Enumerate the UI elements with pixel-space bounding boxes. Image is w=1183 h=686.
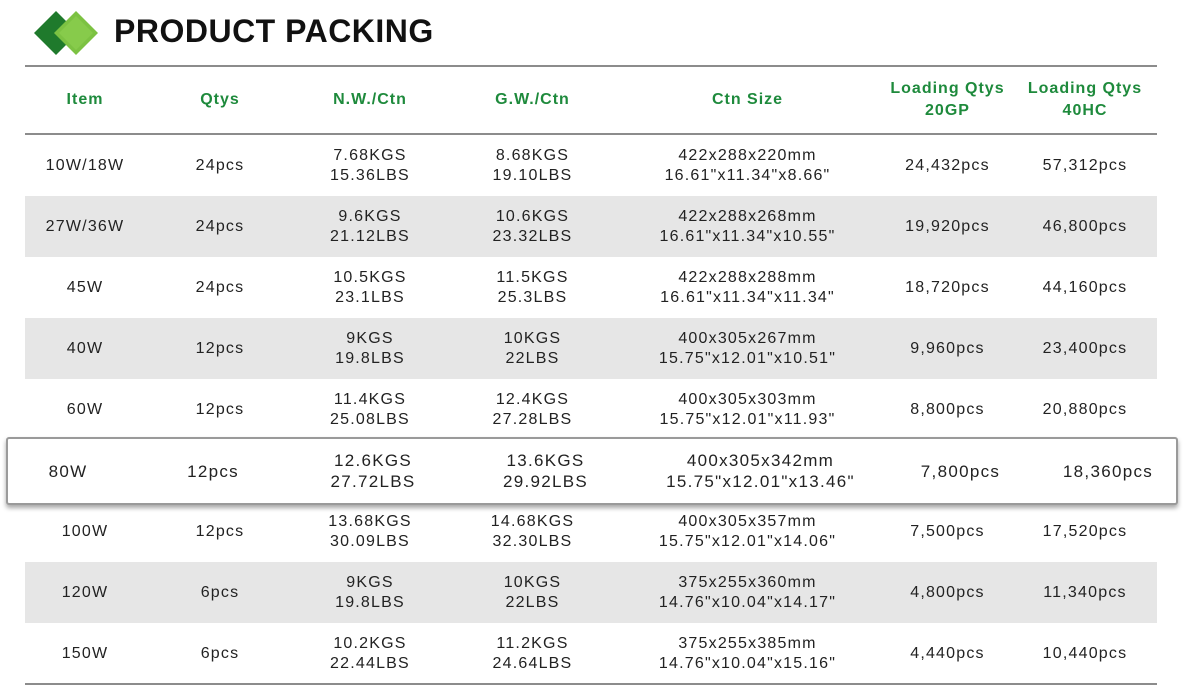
cell-gross-weight: 11.5KGS 25.3LBS [496,268,569,306]
cell-loading-20gp: 4,440pcs [910,644,985,662]
cell-gross-weight: 13.6KGS 29.92LBS [502,451,589,491]
cell-loading-40hc: 18,360pcs [1062,461,1154,481]
table-bottom-divider [25,683,1157,685]
cell-item: 40W [66,339,104,357]
cell-net-weight: 9KGS 19.8LBS [335,329,405,367]
cell-net-weight: 13.68KGS 30.09LBS [328,512,412,550]
table-header-row: Item Qtys N.W./Ctn G.W./Ctn Ctn Size Loa… [25,67,1157,133]
cell-gross-weight: 14.68KGS 32.30LBS [490,512,575,550]
cell-loading-40hc: 44,160pcs [1042,278,1128,296]
cell-item: 10W/18W [45,156,125,174]
cell-qtys: 24pcs [195,156,245,174]
logo-icon [34,11,98,55]
table-top-divider [25,65,1157,67]
cell-carton-size: 422x288x220mm 16.61"x11.34"x8.66" [664,146,831,184]
cell-loading-40hc: 46,800pcs [1042,217,1128,235]
cell-qtys: 6pcs [200,583,240,601]
cell-qtys: 6pcs [200,644,240,662]
cell-carton-size: 400x305x357mm 15.75"x12.01"x14.06" [658,512,837,550]
cell-loading-20gp: 7,800pcs [920,461,1001,481]
cell-net-weight: 12.6KGS 27.72LBS [330,451,416,491]
header-loading-40hc: Loading Qtys 40HC [1027,80,1143,119]
header-qtys: Qtys [200,91,240,108]
cell-qtys: 24pcs [195,278,245,296]
cell-gross-weight: 10.6KGS 23.32LBS [492,207,573,245]
cell-loading-40hc: 20,880pcs [1042,400,1128,418]
cell-qtys: 12pcs [195,400,245,418]
table-row: 45W 24pcs 10.5KGS 23.1LBS 11.5KGS 25.3LBS … [25,257,1157,318]
cell-carton-size: 400x305x342mm 15.75"x12.01"x13.46" [666,451,855,491]
cell-gross-weight: 10KGS 22LBS [503,573,562,611]
cell-loading-20gp: 9,960pcs [910,339,985,357]
table-row: 27W/36W 24pcs 9.6KGS 21.12LBS 10.6KGS 23.3… [25,196,1157,257]
cell-loading-40hc: 23,400pcs [1042,339,1128,357]
cell-loading-20gp: 4,800pcs [910,583,985,601]
cell-item: 60W [66,400,104,418]
cell-net-weight: 9KGS 19.8LBS [335,573,405,611]
cell-net-weight: 10.2KGS 22.44LBS [330,634,410,672]
cell-carton-size: 375x255x360mm 14.76"x10.04"x14.17" [658,573,837,611]
cell-item: 45W [66,278,104,296]
cell-gross-weight: 10KGS 22LBS [503,329,562,367]
header-carton-size: Ctn Size [711,91,784,108]
cell-loading-40hc: 10,440pcs [1042,644,1128,662]
cell-carton-size: 400x305x267mm 15.75"x12.01"x10.51" [658,329,837,367]
cell-net-weight: 9.6KGS 21.12LBS [330,207,410,245]
cell-loading-20gp: 7,500pcs [910,522,985,540]
highlighted-table-row: 80W 12pcs 12.6KGS 27.72LBS 13.6KGS 29.92LB… [6,437,1178,505]
cell-loading-20gp: 24,432pcs [905,156,990,174]
table-row: 120W 6pcs 9KGS 19.8LBS 10KGS 22LBS 375x255… [25,562,1157,623]
cell-carton-size: 422x288x268mm 16.61"x11.34"x10.55" [659,207,836,245]
cell-carton-size: 375x255x385mm 14.76"x10.04"x15.16" [658,634,837,672]
cell-carton-size: 400x305x303mm 15.75"x12.01"x11.93" [659,390,836,428]
cell-gross-weight: 11.2KGS 24.64LBS [492,634,573,672]
page-header: PRODUCT PACKING [0,0,1183,64]
cell-item: 120W [61,583,109,601]
cell-net-weight: 10.5KGS 23.1LBS [333,268,407,306]
table-row: 100W 12pcs 13.68KGS 30.09LBS 14.68KGS 32.3… [25,501,1157,562]
header-item: Item [66,91,104,108]
cell-item: 80W [48,461,88,481]
cell-qtys: 12pcs [195,339,245,357]
cell-item: 100W [61,522,109,540]
cell-qtys: 12pcs [195,522,245,540]
cell-loading-40hc: 11,340pcs [1043,583,1127,601]
cell-loading-40hc: 57,312pcs [1042,156,1128,174]
cell-net-weight: 11.4KGS 25.08LBS [330,390,410,428]
page-title: PRODUCT PACKING [114,13,434,49]
table-row: 10W/18W 24pcs 7.68KGS 15.36LBS 8.68KGS 19.… [25,135,1157,196]
cell-gross-weight: 12.4KGS 27.28LBS [492,390,573,428]
cell-net-weight: 7.68KGS 15.36LBS [330,146,410,184]
header-divider [25,133,1157,135]
cell-gross-weight: 8.68KGS 19.10LBS [492,146,573,184]
header-gross-weight: G.W./Ctn [495,91,570,108]
table-row: 60W 12pcs 11.4KGS 25.08LBS 12.4KGS 27.28LB… [25,379,1157,440]
cell-loading-20gp: 8,800pcs [910,400,985,418]
cell-item: 150W [61,644,109,662]
cell-loading-20gp: 18,720pcs [905,278,990,296]
header-net-weight: N.W./Ctn [333,91,407,108]
cell-carton-size: 422x288x288mm 16.61"x11.34"x11.34" [660,268,835,306]
cell-qtys: 24pcs [195,217,245,235]
cell-loading-40hc: 17,520pcs [1042,522,1128,540]
table-row: 150W 6pcs 10.2KGS 22.44LBS 11.2KGS 24.64LB… [25,623,1157,684]
cell-qtys: 12pcs [187,461,239,481]
cell-loading-20gp: 19,920pcs [905,217,990,235]
table-row: 40W 12pcs 9KGS 19.8LBS 10KGS 22LBS 400x305… [25,318,1157,379]
cell-item: 27W/36W [45,217,125,235]
header-loading-20gp: Loading Qtys 20GP [890,80,1005,119]
